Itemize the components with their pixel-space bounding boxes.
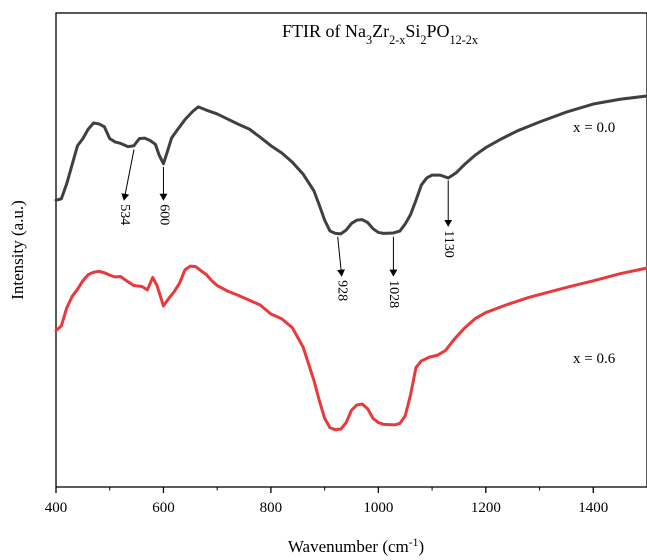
plot-area: 534 600 1130 928 1028 x = 0.0 x = 0.6 (54, 12, 647, 488)
text-part: Si (405, 21, 420, 41)
x-tick-label: 1200 (471, 500, 501, 516)
text-part: -1 (409, 536, 419, 549)
x-tick-label: 800 (260, 500, 283, 516)
x-axis: 400 600 800 1000 1200 1400 (45, 487, 608, 516)
text-part: FTIR of Na (282, 21, 366, 41)
annotation-arrow (337, 236, 346, 277)
plot-frame (55, 12, 647, 488)
series-line-1 (54, 264, 647, 432)
text-part: ) (418, 537, 424, 556)
text-part: 3 (366, 33, 372, 47)
chart-title: FTIR of Na3Zr2-xSi2PO12-2x (282, 21, 478, 47)
legend-label: x = 0.0 (573, 120, 615, 136)
x-tick-label: 400 (45, 500, 68, 516)
x-axis-label: Wavenumber (cm-1) (288, 536, 424, 557)
text-part: 2-x (389, 33, 405, 47)
annotation-arrow (121, 149, 135, 201)
text-part: PO (427, 21, 450, 41)
annotation-label: 1028 (386, 280, 401, 308)
series-layer (54, 94, 647, 432)
series-line-0 (54, 94, 647, 236)
annotation-label: 1130 (441, 230, 456, 257)
text-part: 12-2x (450, 33, 478, 47)
text-part: 2 (420, 33, 426, 47)
annotation-layer: 534 600 1130 928 1028 (117, 149, 456, 308)
legend: x = 0.0 x = 0.6 (573, 120, 616, 367)
x-tick-label: 1000 (363, 500, 393, 516)
legend-label: x = 0.6 (573, 351, 616, 367)
annotation-label: 534 (117, 204, 132, 225)
annotation-label: 600 (156, 204, 171, 225)
text-part: Zr (372, 21, 389, 41)
text-part: Wavenumber (cm (288, 537, 409, 556)
annotation-label: 928 (334, 280, 349, 301)
x-tick-label: 1400 (578, 500, 608, 516)
y-axis-label: Intensity (a.u.) (8, 200, 27, 300)
x-tick-label: 600 (152, 500, 175, 516)
